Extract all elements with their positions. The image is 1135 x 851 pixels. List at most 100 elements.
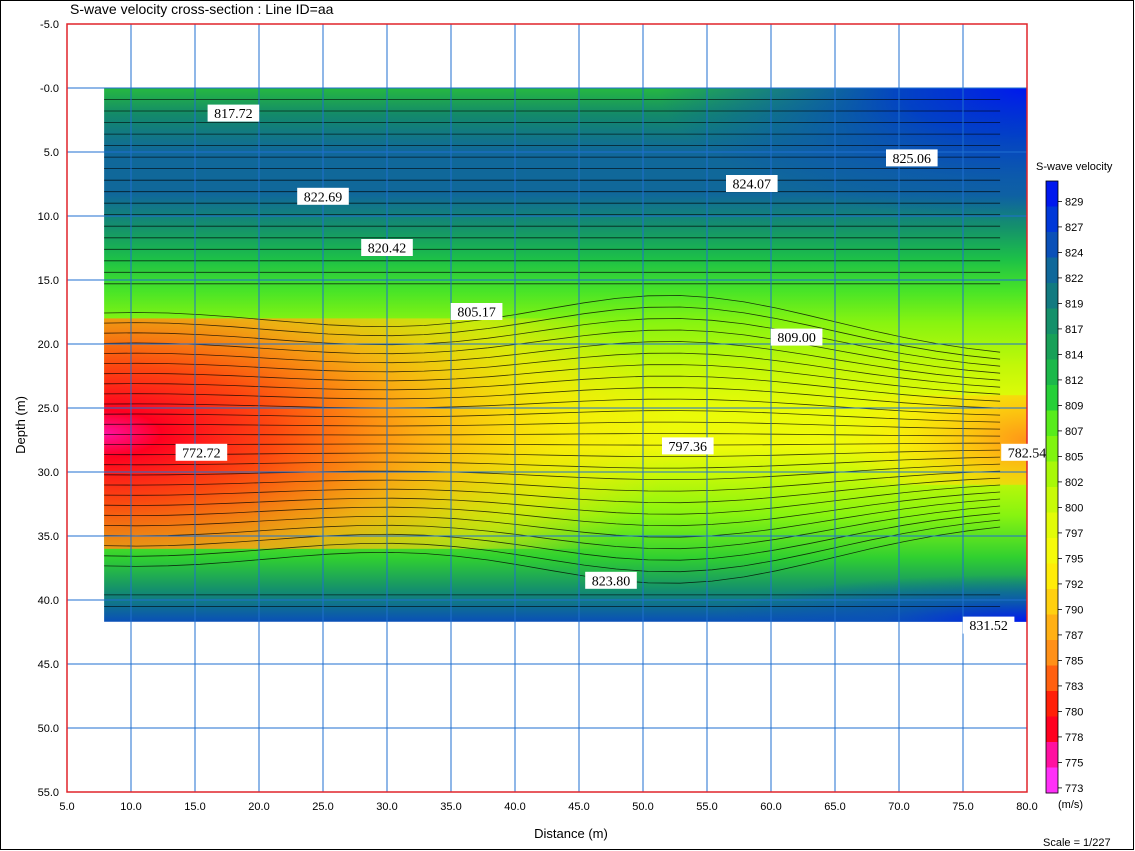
colorbar-segment [1046, 665, 1058, 692]
contour-label-box [585, 571, 637, 589]
contour-line [104, 329, 1001, 374]
contour-label: 831.52 [969, 619, 1008, 634]
x-tick-label: 60.0 [760, 801, 781, 813]
contour-line [104, 470, 1001, 492]
colorbar-label: 780 [1065, 706, 1083, 718]
colorbar-segment [1046, 232, 1058, 258]
colorbar-label: 809 [1065, 400, 1083, 412]
colorbar-label: 775 [1065, 757, 1083, 769]
colorbar-label: 807 [1065, 426, 1083, 438]
contour-line [104, 449, 1001, 457]
y-tick-label: -5.0 [40, 19, 59, 31]
y-tick-label: 30.0 [38, 467, 59, 479]
contour-line [104, 519, 1001, 573]
colorbar-segment [1046, 716, 1058, 743]
colorbar-segment [1046, 640, 1058, 666]
x-tick-label: 35.0 [440, 801, 461, 813]
x-tick-label: 55.0 [696, 801, 717, 813]
y-axis-ticks: -5.0 -0.0 5.0 10.0 15.0 20.0 25.0 30.0 35.0 40.0 4… [38, 19, 59, 799]
contour-line [104, 341, 1001, 381]
colorbar-label: 814 [1065, 349, 1083, 361]
x-tick-label: 65.0 [824, 801, 845, 813]
x-tick-label: 30.0 [376, 801, 397, 813]
colorbar-segment [1046, 487, 1058, 513]
colorbar-label: 783 [1065, 681, 1083, 693]
contour-label-box [297, 187, 349, 205]
colorbar-segment [1046, 181, 1058, 207]
contour-label-box [962, 616, 1015, 634]
y-tick-label: 40.0 [38, 595, 59, 607]
contour-line [104, 505, 1001, 550]
colorbar-label: 795 [1065, 553, 1083, 565]
colorbar-label: 800 [1065, 502, 1083, 514]
contour-label: 797.36 [669, 440, 708, 455]
colorbar-segment [1046, 436, 1058, 462]
x-tick-label: 40.0 [504, 801, 525, 813]
contour-label: 820.42 [368, 242, 407, 257]
x-tick-label: 70.0 [888, 801, 909, 813]
contour-line [104, 410, 1001, 423]
y-tick-label: 10.0 [38, 211, 59, 223]
y-tick-label: 15.0 [38, 275, 59, 287]
x-tick-label: 45.0 [568, 801, 589, 813]
colorbar-segment [1046, 461, 1058, 488]
contour-line [104, 433, 1001, 437]
contour-label: 809.00 [777, 331, 816, 346]
contour-line [104, 456, 1001, 469]
colorbar-label: 805 [1065, 451, 1083, 463]
colorbar-segment [1046, 385, 1058, 411]
colorbar-border [1045, 180, 1059, 794]
contour-line [104, 375, 1001, 402]
colorbar-label: 778 [1065, 732, 1083, 744]
colorbar-segment [1046, 308, 1058, 335]
contour-label-box [175, 443, 228, 461]
bottom-right-high-velocity-zone [703, 574, 1027, 622]
colorbar-segment [1046, 512, 1058, 539]
colorbar-label: 792 [1065, 579, 1083, 591]
y-axis-label: Depth (m) [13, 396, 28, 454]
contour-label-box [207, 104, 260, 122]
contour-label-box [662, 437, 714, 455]
colorbar-segment [1046, 742, 1058, 768]
contour-label: 822.69 [304, 190, 343, 205]
contour-line [104, 477, 1001, 504]
contour-label-box [1001, 443, 1053, 461]
colorbar-segment [1046, 283, 1058, 309]
colorbar-title: S-wave velocity [1036, 161, 1113, 173]
colorbar-label: 824 [1065, 247, 1083, 259]
contour-line [104, 484, 1001, 515]
contour-line [104, 306, 1001, 360]
colorbar-label: 817 [1065, 324, 1083, 336]
contour-label: 805.17 [457, 306, 496, 321]
x-tick-label: 80.0 [1016, 801, 1037, 813]
contour-label: 817.72 [214, 107, 253, 122]
colorbar-segment [1046, 359, 1058, 386]
colorbar-label: 773 [1065, 783, 1083, 795]
colorbar-segment [1046, 257, 1058, 284]
scale-text: Scale = 1/227 [1043, 837, 1111, 849]
contour-line [104, 421, 1001, 430]
colorbar-label: 819 [1065, 298, 1083, 310]
y-tick-label: 45.0 [38, 659, 59, 671]
colorbar-label: 785 [1065, 655, 1083, 667]
contour-label: 825.06 [893, 152, 932, 167]
y-tick-label: 25.0 [38, 403, 59, 415]
contour-labels: 817.72 822.69 820.42 805.17 824.07 825.06 809.… [175, 104, 1053, 634]
contour-label-box [726, 175, 778, 192]
contour-line [104, 463, 1001, 481]
colorbar-label: 790 [1065, 604, 1083, 616]
y-tick-label: 35.0 [38, 531, 59, 543]
colorbar-label: 822 [1065, 273, 1083, 285]
colorbar-segment [1046, 334, 1058, 360]
x-tick-label: 25.0 [312, 801, 333, 813]
contour-line [104, 295, 1001, 353]
colorbar-segment [1046, 410, 1058, 437]
plot-frame [66, 23, 1028, 793]
x-tick-label: 10.0 [120, 801, 141, 813]
colorbar: 829 827 824 822 819 817 814 812 809 807 805 802 800 7… [1045, 180, 1083, 795]
x-axis-label: Distance (m) [534, 826, 608, 841]
contour-line [104, 352, 1001, 388]
colorbar-label: 787 [1065, 630, 1083, 642]
